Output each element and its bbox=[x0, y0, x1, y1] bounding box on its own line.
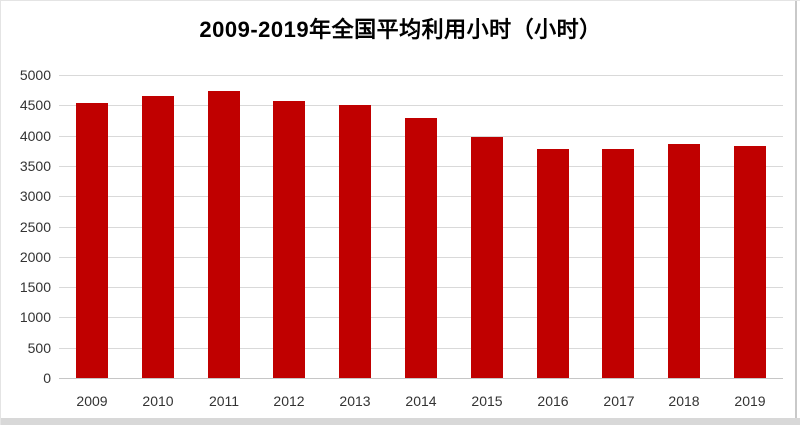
y-tick-label: 4500 bbox=[19, 97, 51, 113]
x-tick-label: 2019 bbox=[734, 393, 766, 409]
x-axis-line bbox=[59, 378, 783, 379]
x-tick-label: 2017 bbox=[603, 393, 635, 409]
gridline bbox=[59, 105, 783, 106]
y-tick-label: 3500 bbox=[19, 158, 51, 174]
y-tick-label: 3000 bbox=[19, 188, 51, 204]
y-tick-label: 2000 bbox=[19, 249, 51, 265]
bar-2010 bbox=[142, 96, 174, 378]
x-tick-label: 2011 bbox=[208, 393, 240, 409]
y-tick-label: 4000 bbox=[19, 128, 51, 144]
x-tick-label: 2014 bbox=[405, 393, 437, 409]
bar-2011 bbox=[208, 91, 240, 378]
bar-2009 bbox=[76, 103, 108, 378]
x-tick-label: 2010 bbox=[142, 393, 174, 409]
y-tick-label: 0 bbox=[43, 370, 51, 386]
gridline bbox=[59, 75, 783, 76]
bar-2016 bbox=[537, 149, 569, 378]
bar-2015 bbox=[471, 137, 503, 378]
bar-2019 bbox=[734, 146, 766, 378]
bar-2014 bbox=[405, 118, 437, 378]
x-tick-label: 2009 bbox=[76, 393, 108, 409]
frame-right-border bbox=[795, 1, 797, 418]
y-tick-label: 1000 bbox=[19, 309, 51, 325]
x-tick-label: 2018 bbox=[668, 393, 700, 409]
bar-2013 bbox=[339, 105, 371, 378]
bar-2018 bbox=[668, 144, 700, 378]
bar-2012 bbox=[273, 101, 305, 378]
bar-2017 bbox=[602, 149, 634, 378]
x-tick-label: 2015 bbox=[471, 393, 503, 409]
x-tick-label: 2013 bbox=[339, 393, 371, 409]
y-tick-label: 2500 bbox=[19, 219, 51, 235]
chart-title: 2009-2019年全国平均利用小时（小时） bbox=[199, 17, 602, 42]
bottom-strip bbox=[1, 418, 800, 425]
x-tick-label: 2016 bbox=[537, 393, 569, 409]
y-tick-label: 5000 bbox=[19, 67, 51, 83]
y-tick-label: 1500 bbox=[19, 279, 51, 295]
y-tick-label: 500 bbox=[27, 340, 51, 356]
x-tick-label: 2012 bbox=[273, 393, 305, 409]
